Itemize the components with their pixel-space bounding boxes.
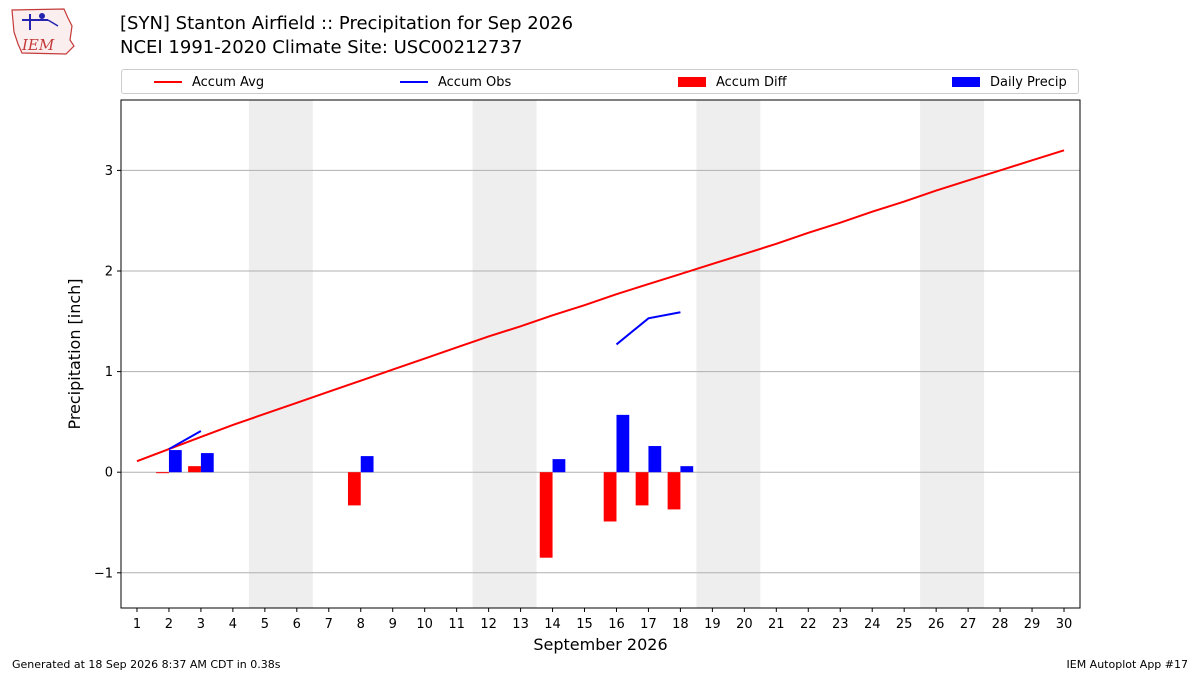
generated-timestamp: Generated at 18 Sep 2026 8:37 AM CDT in … xyxy=(12,658,281,671)
x-tick-label: 24 xyxy=(864,617,881,632)
y-tick-label: −1 xyxy=(94,566,113,581)
plot-frame xyxy=(120,99,1081,609)
x-axis-label: September 2026 xyxy=(533,635,667,654)
x-tick-label: 19 xyxy=(704,617,721,632)
y-tick-label: 3 xyxy=(105,164,113,179)
y-axis-label: Precipitation [inch] xyxy=(65,278,84,429)
line-accum-obs xyxy=(615,311,681,346)
legend-label: Accum Diff xyxy=(716,74,787,90)
x-tick-label: 26 xyxy=(928,617,945,632)
x-tick-label: 18 xyxy=(672,617,689,632)
weekend-band xyxy=(472,100,537,608)
x-tick-label: 13 xyxy=(512,617,529,632)
x-tick-label: 17 xyxy=(640,617,657,632)
chart-subtitle: NCEI 1991-2020 Climate Site: USC00212737 xyxy=(120,37,523,58)
legend-label: Daily Precip xyxy=(990,74,1067,90)
x-tick-label: 11 xyxy=(448,617,465,632)
x-tick-label: 16 xyxy=(608,617,625,632)
bar-daily-precip xyxy=(616,414,630,473)
y-tick-label: 1 xyxy=(105,365,113,380)
x-tick-label: 4 xyxy=(229,617,237,632)
x-tick-label: 27 xyxy=(960,617,977,632)
x-tick-label: 3 xyxy=(197,617,205,632)
legend-label: Accum Obs xyxy=(438,74,512,90)
legend-swatch xyxy=(154,81,182,83)
x-tick-label: 30 xyxy=(1056,617,1073,632)
x-tick-label: 8 xyxy=(357,617,365,632)
x-tick-label: 10 xyxy=(416,617,433,632)
y-tick-label: 2 xyxy=(105,265,113,280)
legend-entry-accum-avg: Accum Avg xyxy=(154,73,264,91)
x-tick-label: 25 xyxy=(896,617,913,632)
weekend-band xyxy=(696,100,761,608)
x-tick-label: 23 xyxy=(832,617,849,632)
legend-swatch xyxy=(678,77,706,87)
bar-accum-diff xyxy=(667,472,681,510)
weekend-band xyxy=(248,100,313,608)
bar-daily-precip xyxy=(200,453,214,473)
bar-daily-precip xyxy=(168,450,182,473)
x-tick-label: 14 xyxy=(544,617,561,632)
bar-accum-diff xyxy=(156,472,169,474)
bar-accum-diff xyxy=(603,472,617,522)
x-tick-label: 12 xyxy=(480,617,497,632)
iem-logo: IEM xyxy=(11,8,75,55)
x-tick-label: 22 xyxy=(800,617,817,632)
x-tick-label: 29 xyxy=(1024,617,1041,632)
bar-accum-diff xyxy=(635,472,649,506)
bar-accum-diff xyxy=(188,466,201,473)
x-tick-label: 15 xyxy=(576,617,593,632)
x-tick-label: 21 xyxy=(768,617,785,632)
legend-swatch xyxy=(400,81,428,83)
line-accum-obs xyxy=(168,430,202,450)
bar-daily-precip xyxy=(360,456,374,473)
legend-entry-accum-obs: Accum Obs xyxy=(400,73,511,91)
weekend-band xyxy=(920,100,985,608)
x-tick-label: 7 xyxy=(325,617,333,632)
y-tick-label: 0 xyxy=(105,466,113,481)
bar-accum-diff xyxy=(347,472,361,506)
bar-daily-precip xyxy=(648,446,662,473)
x-tick-label: 28 xyxy=(992,617,1009,632)
bar-accum-diff xyxy=(539,472,553,558)
app-credit: IEM Autoplot App #17 xyxy=(1066,658,1189,671)
x-tick-label: 2 xyxy=(165,617,173,632)
x-tick-label: 9 xyxy=(389,617,397,632)
bar-daily-precip xyxy=(680,466,694,473)
line-accum-avg xyxy=(136,149,1065,463)
x-tick-label: 1 xyxy=(133,617,141,632)
chart-title: [SYN] Stanton Airfield :: Precipitation … xyxy=(120,13,574,34)
logo-text: IEM xyxy=(21,36,55,54)
x-tick-label: 20 xyxy=(736,617,753,632)
legend-entry-accum-diff: Accum Diff xyxy=(678,73,787,91)
legend-entry-daily-precip: Daily Precip xyxy=(952,73,1067,91)
legend-swatch xyxy=(952,77,980,87)
chart-legend: Accum Avg Accum Obs Accum Diff Daily Pre… xyxy=(121,69,1079,94)
bar-daily-precip xyxy=(552,459,566,473)
x-tick-label: 5 xyxy=(261,617,269,632)
x-tick-label: 6 xyxy=(293,617,301,632)
legend-label: Accum Avg xyxy=(192,74,265,90)
